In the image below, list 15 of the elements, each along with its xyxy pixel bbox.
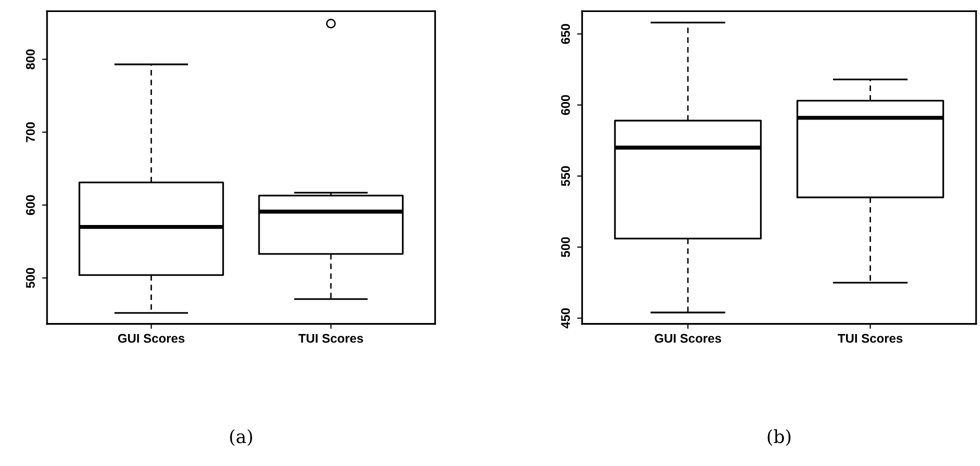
y-tick-label: 700 <box>26 122 35 142</box>
y-tick-label: 500 <box>561 237 570 258</box>
text: (a) <box>230 429 252 446</box>
x-tick-label: TUI Scores <box>838 334 902 343</box>
y-tick-label: 650 <box>561 24 570 44</box>
y-tick-label: 800 <box>26 49 35 70</box>
x-tick-label: GUI Scores <box>654 334 722 343</box>
x-tick-label: TUI Scores <box>298 334 364 343</box>
y-tick-label: 600 <box>26 195 35 216</box>
y-tick-label: 500 <box>26 268 35 288</box>
y-tick-label: 600 <box>561 95 570 115</box>
x-tick-label: GUI Scores <box>118 334 184 343</box>
y-tick-label: 450 <box>561 308 570 328</box>
y-tick-label: 550 <box>561 166 570 186</box>
text: (b) <box>768 429 790 446</box>
